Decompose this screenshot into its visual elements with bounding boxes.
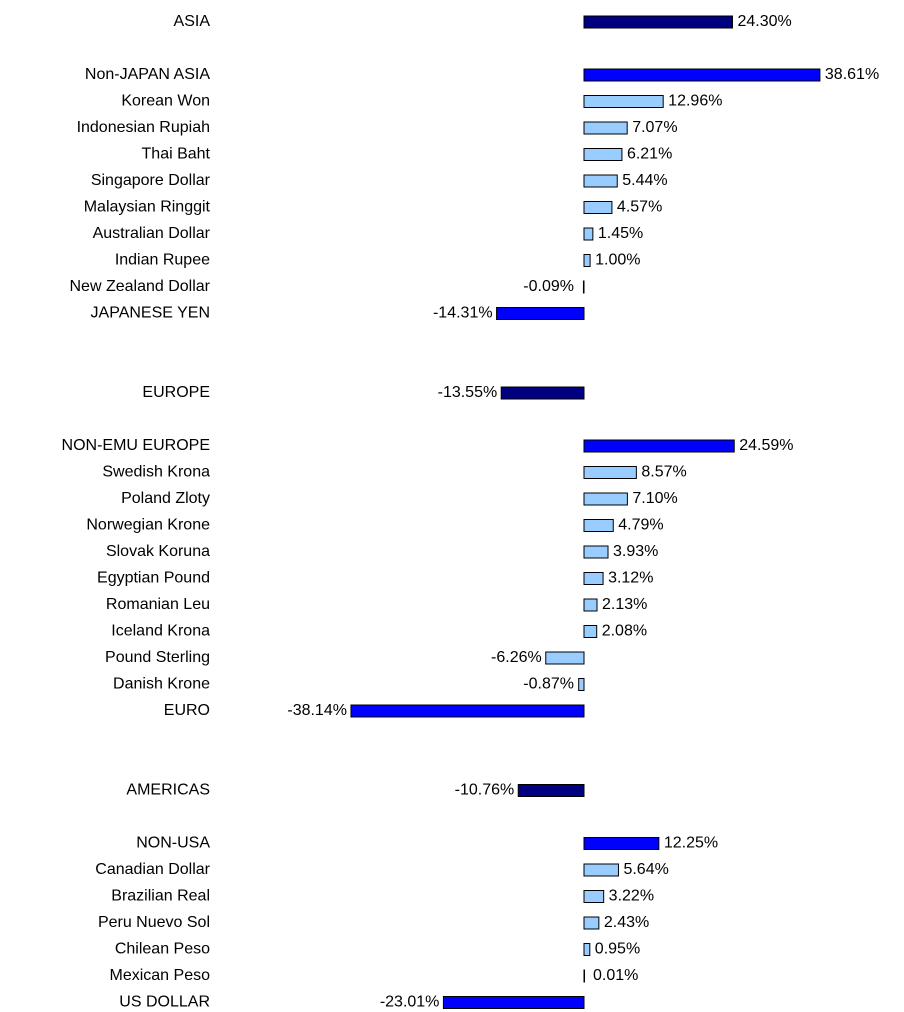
bar [583,174,618,188]
category-label: Swedish Krona [102,464,210,481]
category-label: Korean Won [121,93,210,110]
bar [583,625,598,638]
category-label: JAPANESE YEN [91,305,210,322]
bar [583,148,623,161]
value-label: 2.43% [604,914,649,931]
category-label: Iceland Krona [111,623,210,640]
category-label: EURO [164,702,210,719]
category-label: AMERICAS [126,782,210,799]
bar [583,15,733,29]
category-label: Canadian Dollar [95,861,210,878]
bar [583,466,637,479]
value-label: 5.64% [623,861,668,878]
value-label: 1.45% [598,225,643,242]
bar [583,572,604,585]
bar [583,254,591,267]
bar [583,492,628,506]
value-label: 0.95% [595,941,640,958]
category-label: Australian Dollar [93,225,211,242]
value-label: 12.96% [668,93,722,110]
value-label: 3.22% [609,888,654,905]
category-label: Romanian Leu [106,596,210,613]
value-label: 6.21% [627,146,672,163]
bar [496,307,585,320]
category-label: ASIA [174,13,211,30]
value-label: -0.09% [523,278,574,295]
bar [500,386,585,400]
category-label: Peru Nuevo Sol [98,914,210,931]
value-label: 3.93% [613,543,658,560]
category-label: Brazilian Real [111,888,210,905]
bar [545,651,585,665]
bar [442,996,585,1009]
bar [350,704,585,718]
value-label: 5.44% [622,172,667,189]
value-label: -13.55% [438,384,498,401]
bar [582,280,585,294]
value-label: 38.61% [825,66,879,83]
bar [578,678,585,691]
bar [517,784,585,797]
category-label: Non-JAPAN ASIA [85,66,210,83]
value-label: -10.76% [455,782,515,799]
value-label: 4.79% [618,517,663,534]
bar [583,519,614,532]
category-label: Norwegian Krone [86,517,210,534]
value-label: 8.57% [641,464,686,481]
bar [583,916,600,930]
bar [583,227,594,241]
bar [583,943,591,956]
category-label: Malaysian Ringgit [84,199,211,216]
category-label: Pound Sterling [105,649,210,666]
category-label: Mexican Peso [110,967,211,984]
value-label: -0.87% [523,676,574,693]
value-label: 2.08% [602,623,647,640]
category-label: Singapore Dollar [91,172,211,189]
value-label: -38.14% [287,702,347,719]
category-label: Indian Rupee [115,252,210,269]
category-label: New Zealand Dollar [69,278,210,295]
value-label: -14.31% [433,305,493,322]
category-label: US DOLLAR [119,994,210,1011]
bar [583,863,619,877]
value-label: 1.00% [595,252,640,269]
category-label: Chilean Peso [115,941,210,958]
value-label: 7.07% [632,119,677,136]
value-label: -6.26% [491,649,542,666]
bar [583,439,735,453]
value-label: 24.30% [737,13,791,30]
category-label: Egyptian Pound [97,570,210,587]
value-label: 3.12% [608,570,653,587]
bar [583,969,585,983]
category-label: Indonesian Rupiah [77,119,210,136]
bar [583,201,613,214]
category-label: Slovak Koruna [106,543,210,560]
category-label: Poland Zloty [121,490,210,507]
category-label: NON-USA [136,835,210,852]
category-label: NON-EMU EUROPE [62,437,210,454]
bar [583,890,605,903]
category-label: Danish Krone [113,676,210,693]
value-label: 0.01% [593,967,638,984]
value-label: 4.57% [617,199,662,216]
value-label: 24.59% [739,437,793,454]
bar [583,68,821,82]
bar [583,598,598,612]
bar [583,545,609,559]
category-label: EUROPE [142,384,210,401]
value-label: -23.01% [380,994,440,1011]
bar [583,837,660,850]
value-label: 12.25% [664,835,718,852]
value-label: 7.10% [632,490,677,507]
bar [583,121,628,135]
bar [583,95,664,108]
category-label: Thai Baht [142,146,211,163]
value-label: 2.13% [602,596,647,613]
